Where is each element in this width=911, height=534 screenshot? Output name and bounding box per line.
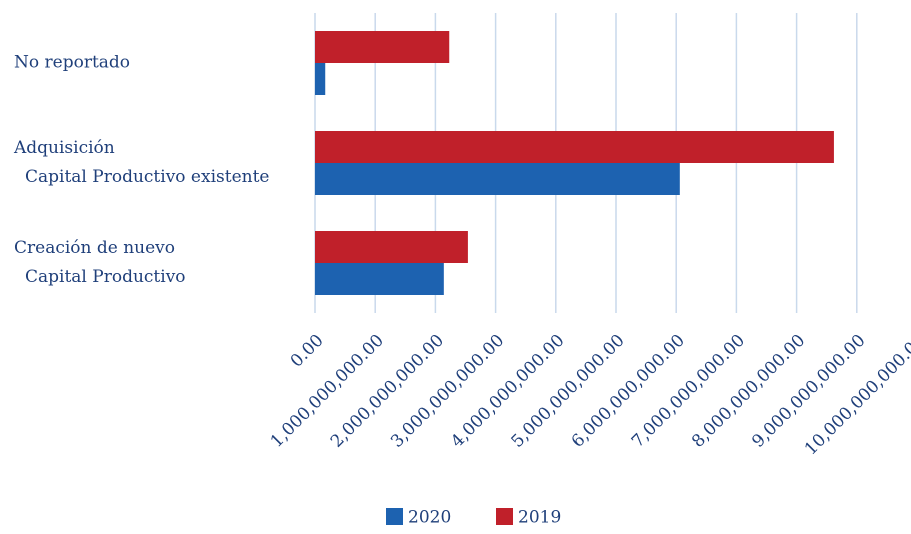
x-tick-label: 8,000,000,000.00 (688, 331, 809, 452)
x-tick-label: 9,000,000,000.00 (748, 331, 869, 452)
y-tick-label: Adquisición (13, 138, 115, 158)
x-tick-label: 2,000,000,000.00 (327, 331, 448, 452)
y-tick-label: Creación de nuevo (14, 238, 175, 258)
x-tick-label: 7,000,000,000.00 (628, 331, 749, 452)
x-tick-label: 5,000,000,000.00 (508, 331, 629, 452)
legend-swatch (496, 508, 513, 525)
bar (315, 131, 834, 163)
x-tick-label: 4,000,000,000.00 (447, 331, 568, 452)
y-tick-label: Capital Productivo (25, 267, 186, 287)
bar (315, 263, 444, 295)
y-tick-label: Capital Productivo existente (25, 167, 269, 187)
bar (315, 163, 680, 195)
bar (315, 63, 326, 95)
legend-label: 2019 (518, 508, 561, 528)
bar (315, 231, 468, 263)
x-tick-label: 0.00 (287, 331, 328, 372)
y-tick-label: No reportado (14, 53, 130, 73)
x-tick-label: 1,000,000,000.00 (267, 331, 388, 452)
legend-label: 2020 (408, 508, 451, 528)
x-tick-label: 3,000,000,000.00 (387, 331, 508, 452)
legend-swatch (386, 508, 403, 525)
bar (315, 31, 450, 63)
x-tick-label: 6,000,000,000.00 (568, 331, 689, 452)
